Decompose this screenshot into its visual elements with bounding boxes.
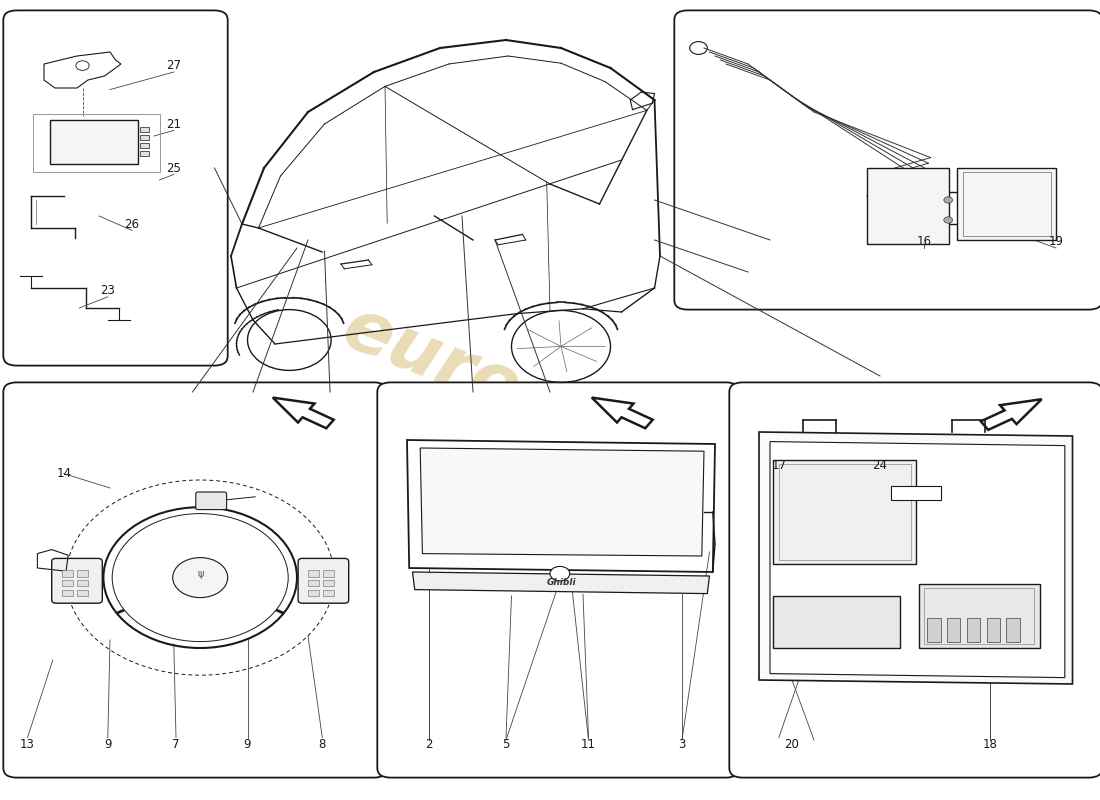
Bar <box>77 590 88 596</box>
Bar <box>33 114 160 172</box>
Text: 25: 25 <box>166 162 182 174</box>
Polygon shape <box>412 572 710 594</box>
Text: 11: 11 <box>581 738 596 750</box>
Text: 8: 8 <box>319 738 326 750</box>
Polygon shape <box>759 432 1072 684</box>
Text: 16: 16 <box>916 235 932 248</box>
Bar <box>308 570 319 577</box>
Text: a passion for parts since 1985: a passion for parts since 1985 <box>404 464 696 544</box>
FancyBboxPatch shape <box>377 382 739 778</box>
Bar <box>140 135 148 140</box>
Text: 5: 5 <box>503 738 509 750</box>
Text: 26: 26 <box>124 218 140 230</box>
FancyBboxPatch shape <box>729 382 1100 778</box>
Bar <box>947 618 960 642</box>
Text: 7: 7 <box>173 738 179 750</box>
Text: 9: 9 <box>104 738 111 750</box>
Circle shape <box>944 217 953 223</box>
Bar <box>957 168 1056 240</box>
Bar <box>323 570 334 577</box>
Text: 27: 27 <box>166 59 182 72</box>
Text: 21: 21 <box>166 118 182 130</box>
FancyBboxPatch shape <box>674 10 1100 310</box>
FancyBboxPatch shape <box>3 382 387 778</box>
Text: 19: 19 <box>1048 235 1064 248</box>
Polygon shape <box>420 448 704 556</box>
Bar <box>987 618 1000 642</box>
Text: 13: 13 <box>20 738 35 750</box>
Bar <box>323 580 334 586</box>
Text: 14: 14 <box>56 467 72 480</box>
Bar <box>773 460 916 564</box>
Bar <box>924 588 1034 644</box>
Bar <box>1006 618 1020 642</box>
FancyBboxPatch shape <box>3 10 228 366</box>
Bar <box>891 486 940 500</box>
Bar <box>967 618 980 642</box>
Text: ψ: ψ <box>197 569 204 578</box>
Text: Ghibli: Ghibli <box>547 578 575 587</box>
Text: 18: 18 <box>982 738 998 750</box>
Bar <box>77 580 88 586</box>
Text: 20: 20 <box>784 738 800 750</box>
Text: 3: 3 <box>679 738 685 750</box>
Polygon shape <box>770 442 1065 678</box>
Bar <box>62 590 73 596</box>
Bar <box>308 590 319 596</box>
Circle shape <box>112 514 288 642</box>
Text: 17: 17 <box>771 459 786 472</box>
FancyBboxPatch shape <box>298 558 349 603</box>
Bar <box>779 464 911 560</box>
Text: eurosparts: eurosparts <box>332 293 768 523</box>
Bar <box>962 172 1050 236</box>
Bar <box>918 584 1040 648</box>
Bar <box>323 590 334 596</box>
Bar <box>62 570 73 577</box>
Bar <box>867 168 949 244</box>
FancyBboxPatch shape <box>196 492 227 510</box>
Text: 23: 23 <box>100 284 116 297</box>
Bar <box>50 120 138 164</box>
Text: 9: 9 <box>244 738 251 750</box>
Text: 2: 2 <box>426 738 432 750</box>
Bar <box>140 151 148 156</box>
Circle shape <box>173 558 228 598</box>
Bar <box>308 580 319 586</box>
Circle shape <box>944 197 953 203</box>
Bar <box>140 127 148 132</box>
Bar <box>773 596 900 648</box>
Bar <box>927 618 940 642</box>
Bar <box>77 570 88 577</box>
Bar <box>62 580 73 586</box>
Bar <box>140 143 148 148</box>
FancyBboxPatch shape <box>52 558 102 603</box>
Text: 24: 24 <box>872 459 888 472</box>
Circle shape <box>550 566 570 581</box>
